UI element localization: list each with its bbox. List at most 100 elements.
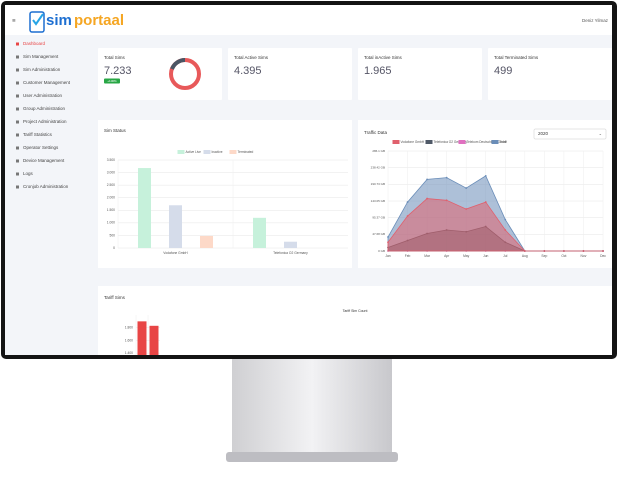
card-value: 1.965 xyxy=(364,65,392,77)
menu-item[interactable]: Sim Management xyxy=(23,54,59,59)
card xyxy=(358,48,482,100)
stand xyxy=(232,358,392,454)
card-label: Total inActive Sims xyxy=(364,55,403,60)
y-tick-label: 1.800 xyxy=(125,326,133,330)
card-label: Total Sims xyxy=(104,55,126,60)
user-name[interactable]: Deniz Yilmaz xyxy=(582,18,609,23)
y-tick-label: 1.600 xyxy=(125,338,133,342)
panel-title: Traffic Data xyxy=(364,130,388,135)
bar xyxy=(253,217,266,248)
menu-item[interactable]: Sim Administration xyxy=(23,67,61,72)
year-select-value[interactable]: 2020 xyxy=(538,131,549,136)
menu-item[interactable]: Customer Management xyxy=(23,80,71,85)
legend-label: Active Live xyxy=(186,150,202,154)
bar xyxy=(149,325,159,355)
legend-swatch xyxy=(229,150,237,154)
x-tick-label: Jun xyxy=(483,254,488,258)
logo-check xyxy=(32,13,44,26)
legend-swatch xyxy=(177,150,185,154)
card-value: 7.233 xyxy=(104,65,132,77)
menu-item[interactable]: Logs xyxy=(23,171,34,176)
y-tick-label: 1.000 xyxy=(107,221,115,225)
badge xyxy=(104,78,120,84)
y-tick-label: 190.73 GB xyxy=(371,182,385,186)
point xyxy=(426,197,428,200)
x-tick-label: Dec xyxy=(600,254,606,258)
menu-icon xyxy=(16,55,19,59)
card-label: Total Active Sims xyxy=(234,55,269,60)
y-tick-label: 3.500 xyxy=(107,158,115,162)
menu-item[interactable]: Operator Settings xyxy=(23,145,59,150)
y-tick-label: 95.37 GB xyxy=(372,215,385,219)
badge-text: +100% xyxy=(107,79,117,83)
y-tick-label: 0 xyxy=(113,246,115,250)
menu-icon xyxy=(16,133,19,137)
bar xyxy=(137,321,147,355)
legend-label: Telefonica O2 Germany xyxy=(434,140,468,144)
point xyxy=(523,250,526,252)
point xyxy=(504,218,507,221)
menu-icon xyxy=(16,42,19,46)
point xyxy=(504,229,507,231)
legend-swatch xyxy=(458,140,466,144)
point xyxy=(484,174,487,177)
y-tick-label: 500 xyxy=(109,233,115,237)
menu-icon xyxy=(16,159,19,163)
legend-swatch xyxy=(203,150,211,154)
y-tick-label: 2.500 xyxy=(107,183,115,187)
point xyxy=(387,236,389,238)
menu-icon xyxy=(16,68,19,72)
menu-item[interactable]: Group Administration xyxy=(23,106,66,111)
x-tick-label: Nov xyxy=(581,254,587,258)
menu-item[interactable]: User Administration xyxy=(23,93,63,98)
x-tick-label: Feb xyxy=(405,254,411,258)
menu-item[interactable]: Cronjob Administration xyxy=(23,184,69,189)
menu-icon xyxy=(16,107,19,111)
panel xyxy=(98,286,612,355)
legend-label: Total xyxy=(500,140,507,144)
x-tick-label: Apr xyxy=(444,254,450,258)
y-tick-label: 0 GB xyxy=(378,249,385,253)
card xyxy=(228,48,352,100)
y-tick-label: 47.68 GB xyxy=(372,232,385,236)
legend-swatch xyxy=(491,140,499,144)
card xyxy=(488,48,612,100)
point xyxy=(426,178,428,181)
chart-title: Tariff Sim Count xyxy=(343,309,368,313)
menu-icon xyxy=(16,120,19,124)
y-tick-label: 286.1 GB xyxy=(372,149,385,153)
point xyxy=(582,250,585,252)
area xyxy=(387,198,603,252)
menu-item[interactable]: Project Administration xyxy=(23,119,67,124)
legend-label: Terminated xyxy=(238,150,254,154)
point xyxy=(465,208,468,210)
menu-icon xyxy=(16,185,19,189)
panel-title: Sim Status xyxy=(104,128,127,133)
point xyxy=(406,215,409,217)
bar xyxy=(138,168,151,248)
point xyxy=(484,201,487,203)
menu-item[interactable]: Dashboard xyxy=(23,41,46,46)
menu-icon xyxy=(16,172,19,176)
menu-item[interactable]: Tariff Statistics xyxy=(23,132,53,137)
logo-portaal: portaal xyxy=(74,12,124,29)
point xyxy=(445,176,448,179)
logo-icon xyxy=(29,11,45,33)
bar xyxy=(200,235,213,248)
legend-swatch xyxy=(425,140,433,144)
x-tick-label: Jul xyxy=(503,254,507,258)
menu-icon xyxy=(16,146,19,150)
sidebar xyxy=(5,35,95,355)
panel-title: Tariff Sims xyxy=(104,295,126,300)
menu-icon xyxy=(16,94,19,98)
legend-label: Telekom Deutschland GmbH xyxy=(467,140,508,144)
donut-part xyxy=(170,58,186,70)
logo-sim: sim xyxy=(46,12,72,29)
menu-item[interactable]: Device Management xyxy=(23,158,65,163)
x-tick-label: May xyxy=(463,254,470,258)
year-select[interactable] xyxy=(533,128,607,140)
topbar xyxy=(5,5,612,35)
card-value: 499 xyxy=(494,65,512,77)
